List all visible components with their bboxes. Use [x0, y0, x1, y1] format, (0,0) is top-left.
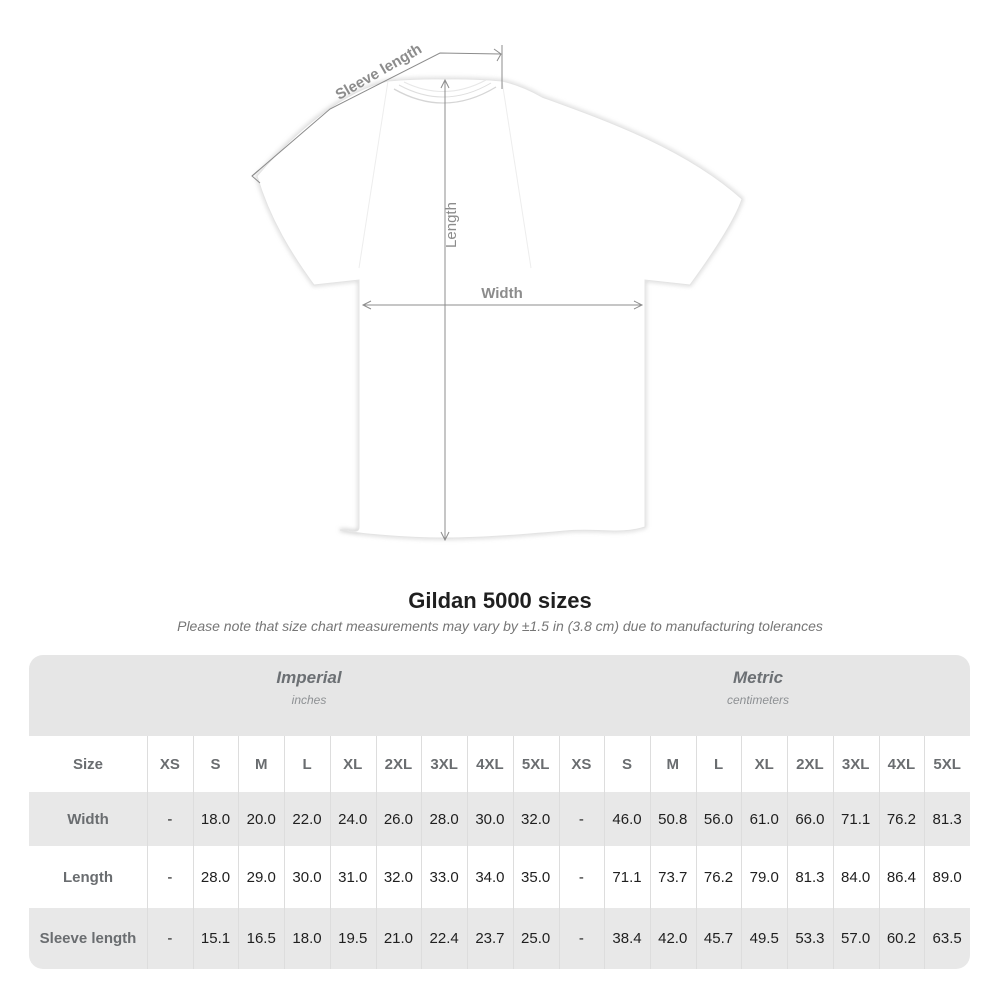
svg-text:Length: Length — [443, 202, 460, 248]
svg-text:Width: Width — [481, 285, 523, 302]
